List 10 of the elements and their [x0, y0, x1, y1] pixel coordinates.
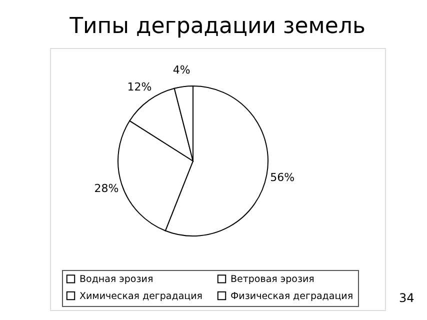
data-label: 4%: [172, 64, 190, 77]
data-label: 56%: [270, 171, 295, 184]
legend-label: Физическая деградация: [230, 290, 354, 302]
chart-title: Типы деградации земель: [68, 14, 366, 39]
legend-label: Ветровая эрозия: [230, 274, 314, 285]
text: 34: [399, 291, 414, 305]
data-label: 28%: [94, 182, 119, 196]
legend-label: Химическая деградация: [80, 290, 202, 302]
data-label: 12%: [127, 80, 152, 94]
legend-label: Водная эрозия: [80, 274, 154, 285]
